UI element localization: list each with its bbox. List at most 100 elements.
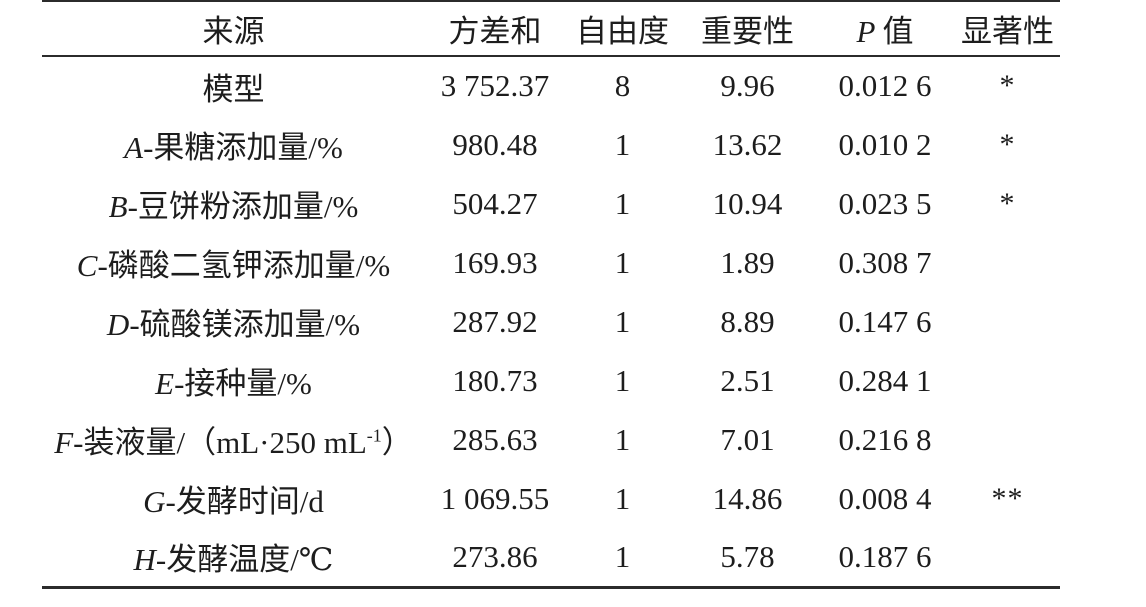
cell-p-value: 0.308 7 xyxy=(838,244,932,280)
cell-significance: * xyxy=(999,186,1016,220)
cell-significance: * xyxy=(999,127,1016,161)
factor-letter: A xyxy=(124,130,144,165)
cell-sum-of-squares: 3 752.37 xyxy=(440,68,550,103)
cell-importance: 1.89 xyxy=(720,244,775,280)
cell-source: E-接种量/% xyxy=(42,351,425,410)
cell-source: B-豆饼粉添加量/% xyxy=(42,174,425,233)
cell-p-value: 0.284 1 xyxy=(838,362,932,398)
cell-p-value: 0.147 6 xyxy=(838,303,932,339)
cell-df: 1 xyxy=(614,303,631,339)
cell-df: 1 xyxy=(614,126,631,162)
table-row-factor-e: E-接种量/% 180.73 1 2.51 0.284 1 xyxy=(42,351,1060,410)
col-header-p-label: 值 xyxy=(882,14,914,49)
table-row-factor-h: H-发酵温度/℃ 273.86 1 5.78 0.187 6 xyxy=(42,528,1060,587)
cell-df: 8 xyxy=(614,68,631,103)
col-header-source: 来源 xyxy=(42,1,425,56)
cell-df: 1 xyxy=(614,362,631,398)
table-row-factor-c: C-磷酸二氢钾添加量/% 169.93 1 1.89 0.308 7 xyxy=(42,233,1060,292)
source-label: -硫酸镁添加量/% xyxy=(129,307,361,342)
cell-sum-of-squares: 980.48 xyxy=(452,126,538,162)
cell-importance: 10.94 xyxy=(712,185,783,221)
source-label-end: ） xyxy=(381,425,413,460)
cell-importance: 7.01 xyxy=(720,421,775,457)
cell-source: 模型 xyxy=(42,56,425,115)
cell-source: C-磷酸二氢钾添加量/% xyxy=(42,233,425,292)
col-header-importance: 重要性 xyxy=(680,1,815,56)
col-header-source-label: 来源 xyxy=(202,14,265,49)
cell-sum-of-squares: 1 069.55 xyxy=(440,480,550,516)
cell-significance: ** xyxy=(991,481,1024,515)
source-label: -接种量/% xyxy=(174,366,312,401)
cell-p-value: 0.187 6 xyxy=(838,538,932,574)
col-header-df-label: 自由度 xyxy=(576,14,669,49)
cell-source: A-果糖添加量/% xyxy=(42,115,425,174)
cell-importance: 2.51 xyxy=(720,362,775,398)
table-row-factor-f: F-装液量/（mL·250 mL-1） 285.63 1 7.01 0.216 … xyxy=(42,410,1060,469)
cell-p-value: 0.023 5 xyxy=(838,185,932,221)
cell-importance: 8.89 xyxy=(720,303,775,339)
cell-source: H-发酵温度/℃ xyxy=(42,528,425,587)
cell-source: F-装液量/（mL·250 mL-1） xyxy=(42,410,425,469)
source-label: -装液量/（mL·250 mL xyxy=(73,425,367,460)
cell-sum-of-squares: 180.73 xyxy=(452,362,538,398)
factor-letter: H xyxy=(133,542,156,578)
cell-significance xyxy=(955,292,1060,351)
cell-source: G-发酵时间/d xyxy=(42,469,425,528)
cell-significance xyxy=(955,410,1060,469)
col-header-sum-of-squares: 方差和 xyxy=(425,1,565,56)
p-symbol: P xyxy=(856,14,876,49)
source-label: -发酵温度/℃ xyxy=(155,542,334,578)
source-label: -发酵时间/d xyxy=(165,484,324,519)
table-row-factor-b: B-豆饼粉添加量/% 504.27 1 10.94 0.023 5 * xyxy=(42,174,1060,233)
cell-sum-of-squares: 285.63 xyxy=(452,421,538,457)
cell-significance xyxy=(955,351,1060,410)
source-label: -果糖添加量/% xyxy=(143,130,343,165)
cell-p-value: 0.008 4 xyxy=(838,480,932,516)
col-header-importance-label: 重要性 xyxy=(701,14,794,49)
source-label: 模型 xyxy=(202,71,265,107)
factor-letter: B xyxy=(108,189,128,224)
col-header-significance-label: 显著性 xyxy=(961,14,1054,49)
col-header-significance: 显著性 xyxy=(955,1,1060,56)
cell-sum-of-squares: 169.93 xyxy=(452,244,538,280)
table-row-factor-a: A-果糖添加量/% 980.48 1 13.62 0.010 2 * xyxy=(42,115,1060,174)
cell-df: 1 xyxy=(614,538,631,574)
factor-letter: C xyxy=(76,248,98,283)
cell-p-value: 0.216 8 xyxy=(838,421,932,457)
table-body: 模型 3 752.37 8 9.96 0.012 6 * A-果糖添加量/% 9… xyxy=(42,56,1060,587)
cell-sum-of-squares: 287.92 xyxy=(452,303,538,339)
factor-letter: G xyxy=(143,484,166,519)
table-row-factor-g: G-发酵时间/d 1 069.55 1 14.86 0.008 4 ** xyxy=(42,469,1060,528)
source-label: -磷酸二氢钾添加量/% xyxy=(97,248,391,283)
col-header-sum-label: 方差和 xyxy=(448,14,542,49)
factor-letter: E xyxy=(155,366,175,401)
cell-significance xyxy=(955,528,1060,587)
cell-df: 1 xyxy=(614,421,631,457)
table-row-model: 模型 3 752.37 8 9.96 0.012 6 * xyxy=(42,56,1060,115)
cell-source: D-硫酸镁添加量/% xyxy=(42,292,425,351)
cell-importance: 9.96 xyxy=(720,68,775,103)
cell-sum-of-squares: 273.86 xyxy=(452,538,538,574)
cell-significance xyxy=(955,233,1060,292)
col-header-df: 自由度 xyxy=(565,1,680,56)
factor-letter: F xyxy=(54,425,74,460)
table-row-factor-d: D-硫酸镁添加量/% 287.92 1 8.89 0.147 6 xyxy=(42,292,1060,351)
cell-df: 1 xyxy=(614,244,631,280)
cell-p-value: 0.010 2 xyxy=(838,126,932,162)
cell-p-value: 0.012 6 xyxy=(838,68,932,103)
source-label: -豆饼粉添加量/% xyxy=(127,189,359,224)
cell-df: 1 xyxy=(614,185,631,221)
cell-importance: 5.78 xyxy=(720,538,775,574)
cell-sum-of-squares: 504.27 xyxy=(452,185,538,221)
cell-importance: 14.86 xyxy=(712,480,783,516)
factor-letter: D xyxy=(106,307,130,342)
cell-significance: * xyxy=(999,69,1016,102)
source-superscript: -1 xyxy=(366,425,382,446)
cell-importance: 13.62 xyxy=(712,126,783,162)
cell-df: 1 xyxy=(614,480,631,516)
